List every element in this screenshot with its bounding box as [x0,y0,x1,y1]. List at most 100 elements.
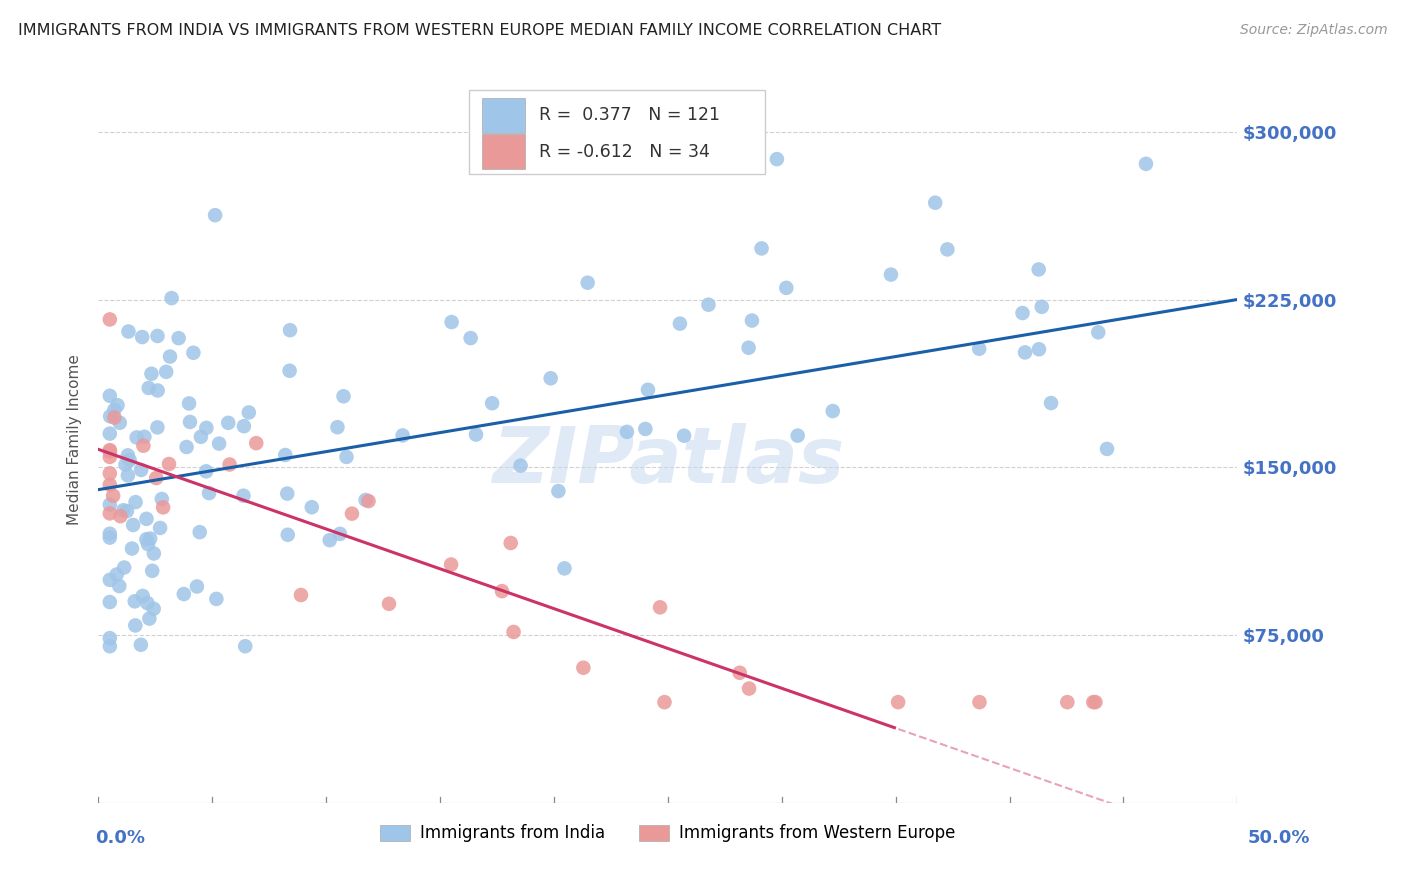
Point [159,350,181,364]
Point [821,404,844,418]
Point [1028,343,1050,357]
Point [378,597,401,611]
Point [232,489,254,503]
Point [117,325,139,339]
Point [117,468,139,483]
Point [141,367,163,381]
Point [654,695,676,709]
Point [440,558,463,572]
Point [465,427,488,442]
Point [117,448,139,462]
Point [98,526,121,541]
Point [887,695,910,709]
Point [1040,396,1063,410]
Point [152,500,174,515]
Point [124,594,146,608]
Point [217,416,239,430]
Point [340,507,363,521]
Point [208,436,231,450]
Point [354,493,377,508]
Point [150,491,173,506]
Point [121,541,143,556]
Point [1087,326,1109,340]
Point [98,595,121,609]
Point [108,416,131,430]
Point [491,584,513,599]
Text: R =  0.377   N = 121: R = 0.377 N = 121 [538,106,720,124]
Point [188,525,211,540]
Point [146,384,169,398]
Point [673,428,696,442]
Point [278,364,301,378]
Point [142,602,165,616]
Point [274,448,297,462]
Point [205,591,228,606]
Point [924,195,946,210]
Point [146,420,169,434]
Point [969,695,991,709]
Point [122,518,145,533]
Point [114,458,136,472]
Point [124,618,146,632]
Point [737,341,759,355]
Point [547,484,569,499]
Point [440,315,463,329]
Point [319,533,342,548]
Y-axis label: Median Family Income: Median Family Income [67,354,83,524]
Point [766,152,789,166]
Point [357,494,380,508]
Point [634,422,657,436]
Point [301,500,323,515]
Point [1056,695,1078,709]
Point [179,415,201,429]
Point [145,471,167,485]
Point [135,533,157,547]
Point [1014,345,1036,359]
Text: R = -0.612   N = 34: R = -0.612 N = 34 [538,143,710,161]
Point [245,436,267,450]
Point [1083,695,1105,709]
Point [218,458,240,472]
Point [195,421,218,435]
Point [1095,442,1118,456]
Point [98,443,121,458]
Point [132,589,155,603]
Point [276,486,298,500]
Point [775,281,797,295]
Point [481,396,503,410]
Point [326,420,349,434]
Point [190,430,212,444]
Point [98,409,121,424]
Point [697,298,720,312]
Point [98,450,121,464]
Point [335,450,357,464]
Point [198,486,221,500]
Point [129,638,152,652]
Point [637,383,659,397]
Point [98,444,121,458]
Point [138,611,160,625]
Point [103,403,125,417]
Point [290,588,312,602]
Point [107,398,129,412]
Point [880,268,903,282]
Point [176,440,198,454]
Point [167,331,190,345]
Point [108,579,131,593]
Point [103,410,125,425]
Text: 50.0%: 50.0% [1249,829,1310,847]
Point [391,428,413,442]
Point [738,681,761,696]
Point [135,512,157,526]
Bar [482,98,526,133]
Point [238,405,260,419]
Point [98,573,121,587]
Point [105,567,128,582]
Point [138,381,160,395]
Point [1135,157,1157,171]
Point [101,489,124,503]
Point [141,564,163,578]
Point [540,371,562,385]
Point [183,345,205,359]
Point [751,242,773,256]
